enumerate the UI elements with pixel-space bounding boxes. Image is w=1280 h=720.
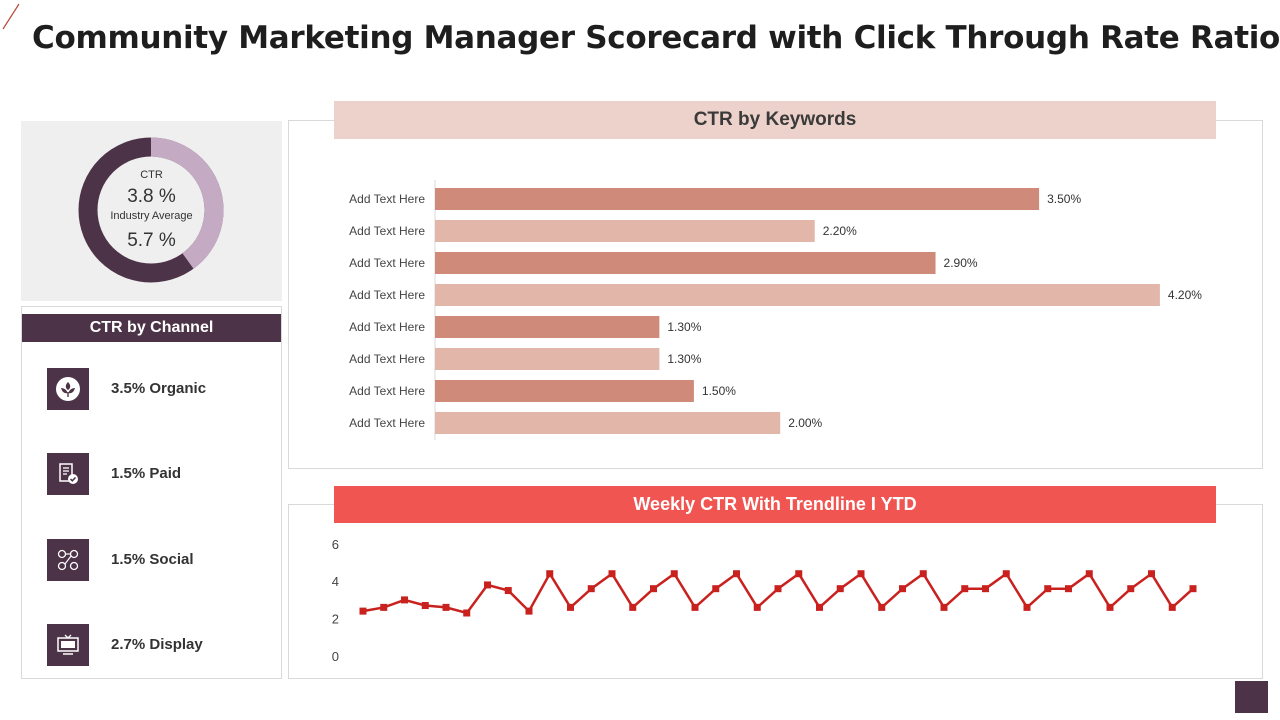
keyword-value-label: 1.30% [667,320,701,334]
keyword-category-label: Add Text Here [349,288,425,302]
weekly-ctr-point [878,603,886,611]
keyword-category-label: Add Text Here [349,384,425,398]
weekly-ctr-point [857,570,865,578]
weekly-ctr-point [484,581,491,589]
weekly-ctr-point [567,603,574,611]
corner-square-decoration [1235,681,1268,713]
weekly-ctr-point [1106,603,1114,611]
weekly-ctr-point [733,570,740,578]
leaf-icon [47,368,89,410]
weekly-ctr-point [442,603,450,611]
weekly-ctr-point [1002,570,1010,578]
channel-item-social: 1.5% Social [47,539,277,581]
weekly-ctr-point [1148,570,1155,578]
weekly-ctr-point [1044,585,1052,593]
weekly-ctr-point [940,603,948,611]
keyword-category-label: Add Text Here [349,352,425,366]
keyword-value-label: 2.90% [944,256,978,270]
weekly-ctr-point [608,570,616,578]
donut-ctr-label: CTR [140,169,163,181]
weekly-ctr-point [774,585,782,593]
keyword-bar [435,380,694,402]
weekly-ctr-line [362,571,1194,615]
weekly-chart-title: Weekly CTR With Trendline I YTD [334,486,1216,523]
weekly-y-tick-label: 4 [332,574,339,589]
weekly-ctr-point [587,585,595,593]
ctr-donut-chart [78,137,224,283]
keyword-value-label: 1.30% [667,352,701,366]
weekly-ctr-point [463,609,471,617]
channel-label-display: 2.7% Display [111,636,203,653]
keyword-bar [435,284,1160,306]
keyword-category-label: Add Text Here [349,224,425,238]
keyword-bar [435,316,660,338]
keywords-chart-title: CTR by Keywords [334,101,1216,139]
keyword-bar [435,252,936,274]
weekly-ctr-point [919,570,927,578]
ctr-by-channel-panel: CTR by Channel 3.5% Organic 1.5% P [21,306,282,679]
keyword-category-label: Add Text Here [349,192,425,206]
weekly-line-chart: 0 2 4 6 [332,537,1197,664]
page-title: Community Marketing Manager Scorecard wi… [32,20,1280,56]
weekly-ctr-point [795,570,803,578]
weekly-ctr-point [504,587,512,595]
keywords-bar-chart: Add Text Here 3.50% Add Text Here 2.20% Add … [349,180,1202,440]
channel-item-organic: 3.5% Organic [47,368,277,410]
weekly-ctr-point [1168,603,1176,611]
weekly-ctr-point [1189,585,1197,593]
weekly-ctr-point [1127,585,1135,593]
receipt-check-icon [47,453,89,495]
weekly-ctr-point [982,585,989,593]
channel-label-social: 1.5% Social [111,551,194,568]
weekly-ctr-point [401,596,408,604]
weekly-ctr-point [525,607,533,615]
weekly-y-tick-label: 0 [332,649,339,664]
keyword-value-label: 4.20% [1168,288,1202,302]
keyword-category-label: Add Text Here [349,320,425,334]
channel-label-organic: 3.5% Organic [111,380,207,397]
keyword-category-label: Add Text Here [349,256,425,270]
keyword-category-label: Add Text Here [349,416,425,430]
weekly-ctr-point [380,603,388,611]
keyword-bar [435,348,660,370]
weekly-ctr-point [836,585,844,593]
weekly-ctr-point [629,603,637,611]
donut-industry-label: Industry Average [110,210,193,222]
corner-slash-decoration [2,3,20,30]
weekly-ctr-point [546,570,554,578]
weekly-ctr-point [691,603,699,611]
keyword-bar [435,188,1040,210]
weekly-ctr-point [961,585,969,593]
channel-panel-title: CTR by Channel [22,314,281,342]
keyword-bar [435,220,815,242]
weekly-ctr-point [359,607,367,615]
weekly-ctr-point [650,585,657,593]
weekly-ctr-point [1065,585,1072,593]
weekly-ctr-point [1085,570,1093,578]
donut-ctr-arc [78,137,224,283]
ctr-donut-panel: CTR 3.8 % Industry Average 5.7 % [21,121,282,301]
donut-industry-value: 5.7 % [127,230,176,251]
keyword-bar [435,412,781,434]
weekly-y-tick-label: 2 [332,612,339,627]
keyword-value-label: 3.50% [1047,192,1081,206]
donut-ctr-value: 3.8 % [127,186,176,207]
weekly-ctr-point [816,603,823,611]
weekly-ctr-point [753,603,761,611]
keyword-value-label: 1.50% [702,384,736,398]
weekly-y-tick-label: 6 [332,537,339,552]
channel-item-display: 2.7% Display [47,624,277,666]
people-network-icon [47,539,89,581]
keyword-value-label: 2.20% [823,224,857,238]
monitor-icon [47,624,89,666]
weekly-ctr-point [421,602,429,610]
weekly-ctr-point [712,585,720,593]
weekly-ctr-point [1023,603,1031,611]
weekly-ctr-point [899,585,906,593]
channel-label-paid: 1.5% Paid [111,465,182,482]
weekly-ctr-point [670,570,678,578]
channel-item-paid: 1.5% Paid [47,453,277,495]
keyword-value-label: 2.00% [788,416,822,430]
